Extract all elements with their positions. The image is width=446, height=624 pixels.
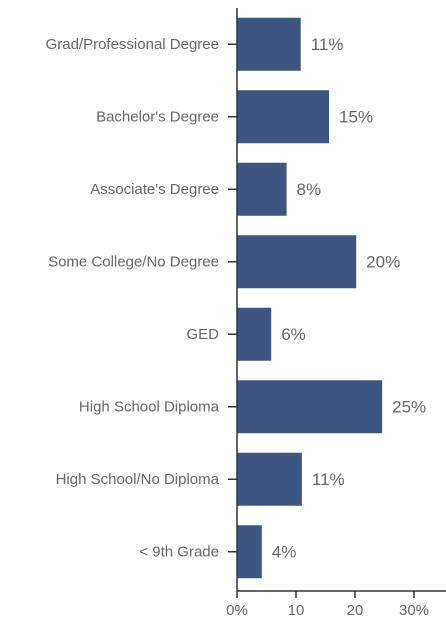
x-tick-label-30: 30% bbox=[399, 602, 429, 619]
axes: 0% 10 20 30% bbox=[226, 8, 446, 619]
value-labels: 11% 15% 8% 20% 6% 25% 11% 4% bbox=[272, 35, 426, 562]
bar-associate-s-degree bbox=[237, 162, 287, 216]
category-label-some-college-no-degree: Some College/No Degree bbox=[48, 253, 219, 270]
bar-ged bbox=[237, 307, 272, 361]
bar-9th-grade bbox=[237, 525, 262, 579]
x-tick-label-0: 0% bbox=[226, 602, 248, 619]
bar-some-college-no-degree bbox=[237, 235, 357, 289]
category-labels: Grad/Professional Degree Bachelor's Degre… bbox=[46, 36, 220, 561]
bar-grad-professional-degree bbox=[237, 17, 301, 71]
x-tick-label-10: 10 bbox=[288, 602, 305, 619]
value-label-high-school-no-diploma: 11% bbox=[312, 470, 345, 489]
bars bbox=[237, 17, 383, 579]
category-label-ged: GED bbox=[186, 326, 219, 343]
value-label-bachelor-s-degree: 15% bbox=[339, 107, 373, 126]
category-label-high-school-diploma: High School Diploma bbox=[79, 398, 220, 415]
category-label-bachelor-s-degree: Bachelor's Degree bbox=[96, 108, 219, 125]
value-label-associate-s-degree: 8% bbox=[297, 180, 322, 199]
category-label-9th-grade: < 9th Grade bbox=[139, 543, 219, 560]
bar-high-school-diploma bbox=[237, 380, 383, 434]
value-label-ged: 6% bbox=[281, 325, 306, 344]
value-label-9th-grade: 4% bbox=[272, 542, 297, 561]
bar-high-school-no-diploma bbox=[237, 452, 302, 506]
value-label-some-college-no-degree: 20% bbox=[366, 252, 400, 271]
x-tick-label-20: 20 bbox=[347, 602, 364, 619]
value-label-high-school-diploma: 25% bbox=[392, 397, 426, 416]
bar-bachelor-s-degree bbox=[237, 90, 330, 144]
value-label-grad-professional-degree: 11% bbox=[311, 35, 344, 54]
category-label-high-school-no-diploma: High School/No Diploma bbox=[56, 471, 220, 488]
category-label-grad-professional-degree: Grad/Professional Degree bbox=[46, 36, 219, 53]
category-label-associate-s-degree: Associate's Degree bbox=[90, 181, 219, 198]
